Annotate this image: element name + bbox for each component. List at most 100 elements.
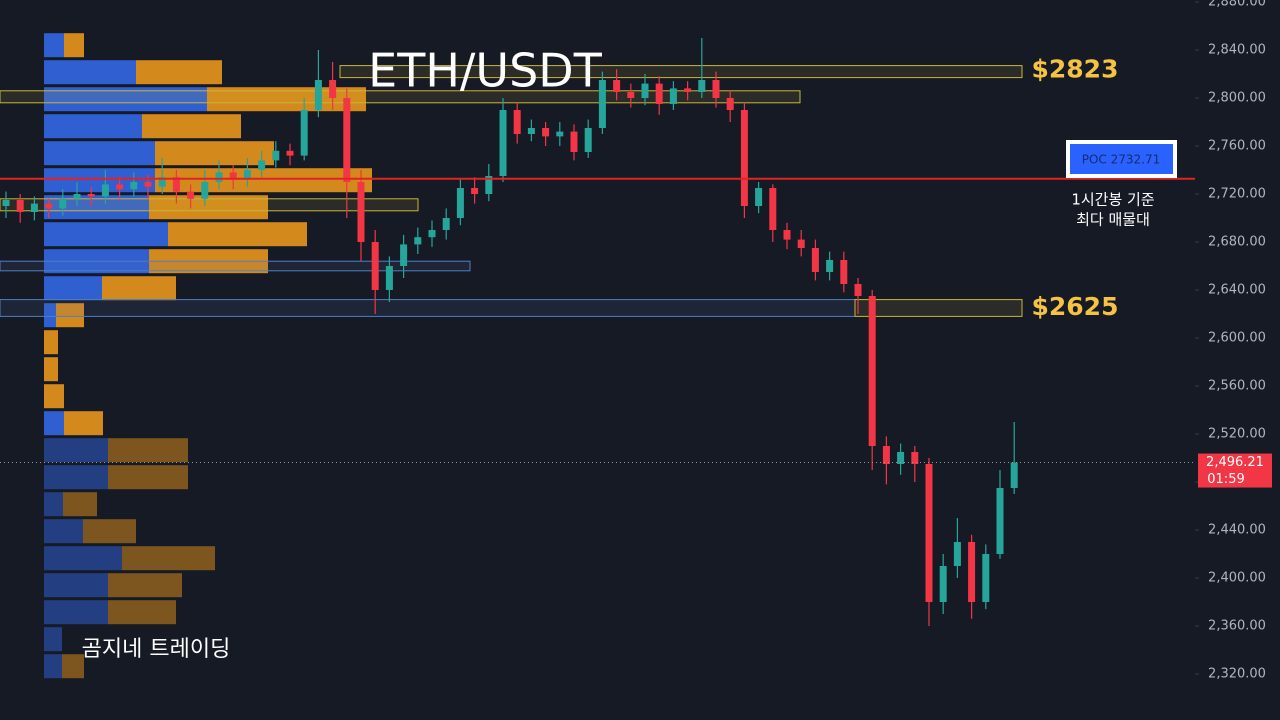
current-price-box xyxy=(1198,453,1272,488)
candle-body xyxy=(627,92,635,98)
candle-body xyxy=(116,184,124,190)
candle-body xyxy=(953,542,961,566)
profile-sell xyxy=(122,546,215,571)
candle-body xyxy=(499,110,507,176)
profile-buy xyxy=(44,465,108,490)
profile-buy xyxy=(44,276,102,301)
candle-body xyxy=(968,542,976,602)
candle-body xyxy=(258,160,266,170)
y-tick-label: 2,640.00 xyxy=(1208,283,1266,298)
candle-body xyxy=(925,464,933,602)
candle-body xyxy=(343,98,351,182)
candles xyxy=(2,38,1018,626)
candle-body xyxy=(329,80,337,98)
zone xyxy=(0,299,856,317)
candle-body xyxy=(868,296,876,446)
candle-body xyxy=(584,128,592,152)
chart-title: ETH/USDT xyxy=(368,44,603,98)
candle-body xyxy=(712,80,720,98)
candle-body xyxy=(911,452,919,464)
candle-body xyxy=(1010,462,1018,488)
candle-body xyxy=(400,244,408,266)
candle-body xyxy=(598,80,606,128)
y-tick-label: 2,400.00 xyxy=(1208,571,1266,586)
profile-buy xyxy=(44,573,108,598)
candle-body xyxy=(158,177,166,187)
candle-body xyxy=(101,184,109,197)
profile-sell xyxy=(64,33,84,58)
candle-body xyxy=(243,170,251,180)
level-label: $2823 xyxy=(1032,54,1119,83)
candle-body xyxy=(726,98,734,110)
candle-body xyxy=(669,88,677,104)
candle-body xyxy=(471,188,479,194)
candle-body xyxy=(797,239,805,248)
profile-buy xyxy=(44,492,63,517)
candle-body xyxy=(286,150,294,156)
candle-body xyxy=(882,446,890,464)
y-tick-label: 2,320.00 xyxy=(1208,667,1266,682)
profile-sell xyxy=(142,114,241,139)
profile-buy xyxy=(44,519,83,544)
countdown: 01:59 xyxy=(1207,472,1244,487)
candle-body xyxy=(385,266,393,290)
candle-body xyxy=(414,237,422,245)
candle-body xyxy=(513,110,521,134)
profile-sell xyxy=(64,411,103,436)
candle-body xyxy=(740,110,748,206)
profile-buy xyxy=(44,411,64,436)
candle-body xyxy=(613,80,621,92)
zone xyxy=(339,65,1023,79)
profile-buy xyxy=(44,33,64,58)
zones xyxy=(0,65,1023,317)
candle-body xyxy=(655,83,663,104)
profile-buy xyxy=(44,222,168,247)
poc-note: 1시간봉 기준 xyxy=(1071,191,1155,209)
profile-buy xyxy=(44,654,62,679)
y-tick-label: 2,440.00 xyxy=(1208,523,1266,538)
profile-buy xyxy=(44,627,62,652)
candle-body xyxy=(16,200,24,212)
candle-body xyxy=(187,191,195,199)
profile-buy xyxy=(44,600,108,625)
candle-body xyxy=(87,194,95,197)
y-tick-label: 2,720.00 xyxy=(1208,187,1266,202)
profile-sell xyxy=(108,573,182,598)
candle-body xyxy=(30,203,38,212)
profile-sell xyxy=(62,654,84,679)
candle-body xyxy=(783,230,791,240)
overlay: 2,880.00 2,840.00 2,800.00 2,760.00 2,720.00… xyxy=(0,0,1272,682)
profile-sell xyxy=(155,141,274,166)
candle-body xyxy=(229,172,237,180)
profile-buy xyxy=(44,546,122,571)
zone xyxy=(0,260,471,272)
profile-sell xyxy=(83,519,136,544)
candle-body xyxy=(698,80,706,92)
candle-body xyxy=(456,188,464,218)
zone xyxy=(0,198,419,212)
poc-box xyxy=(1070,144,1173,174)
candle-body xyxy=(172,177,180,192)
candle-body xyxy=(272,150,280,161)
profile-sell xyxy=(102,276,176,301)
y-tick-label: 2,360.00 xyxy=(1208,619,1266,634)
y-tick-label: 2,840.00 xyxy=(1208,43,1266,58)
candle-body xyxy=(314,80,322,110)
candle-body xyxy=(130,182,138,190)
watermark: 곰지네 트레이딩 xyxy=(82,637,231,662)
profile-sell xyxy=(155,168,372,193)
profile-sell xyxy=(44,357,58,382)
current-price-label: 2,496.21 xyxy=(1206,455,1264,470)
candle-body xyxy=(485,176,493,194)
candle-body xyxy=(201,182,209,199)
candle-body xyxy=(542,128,550,137)
candle-body xyxy=(897,452,905,464)
y-tick-label: 2,520.00 xyxy=(1208,427,1266,442)
candle-body xyxy=(371,242,379,290)
candle-body xyxy=(755,188,763,206)
candle-body xyxy=(428,230,436,238)
candle-body xyxy=(840,260,848,284)
candle-body xyxy=(684,88,692,92)
candle-body xyxy=(854,284,862,296)
